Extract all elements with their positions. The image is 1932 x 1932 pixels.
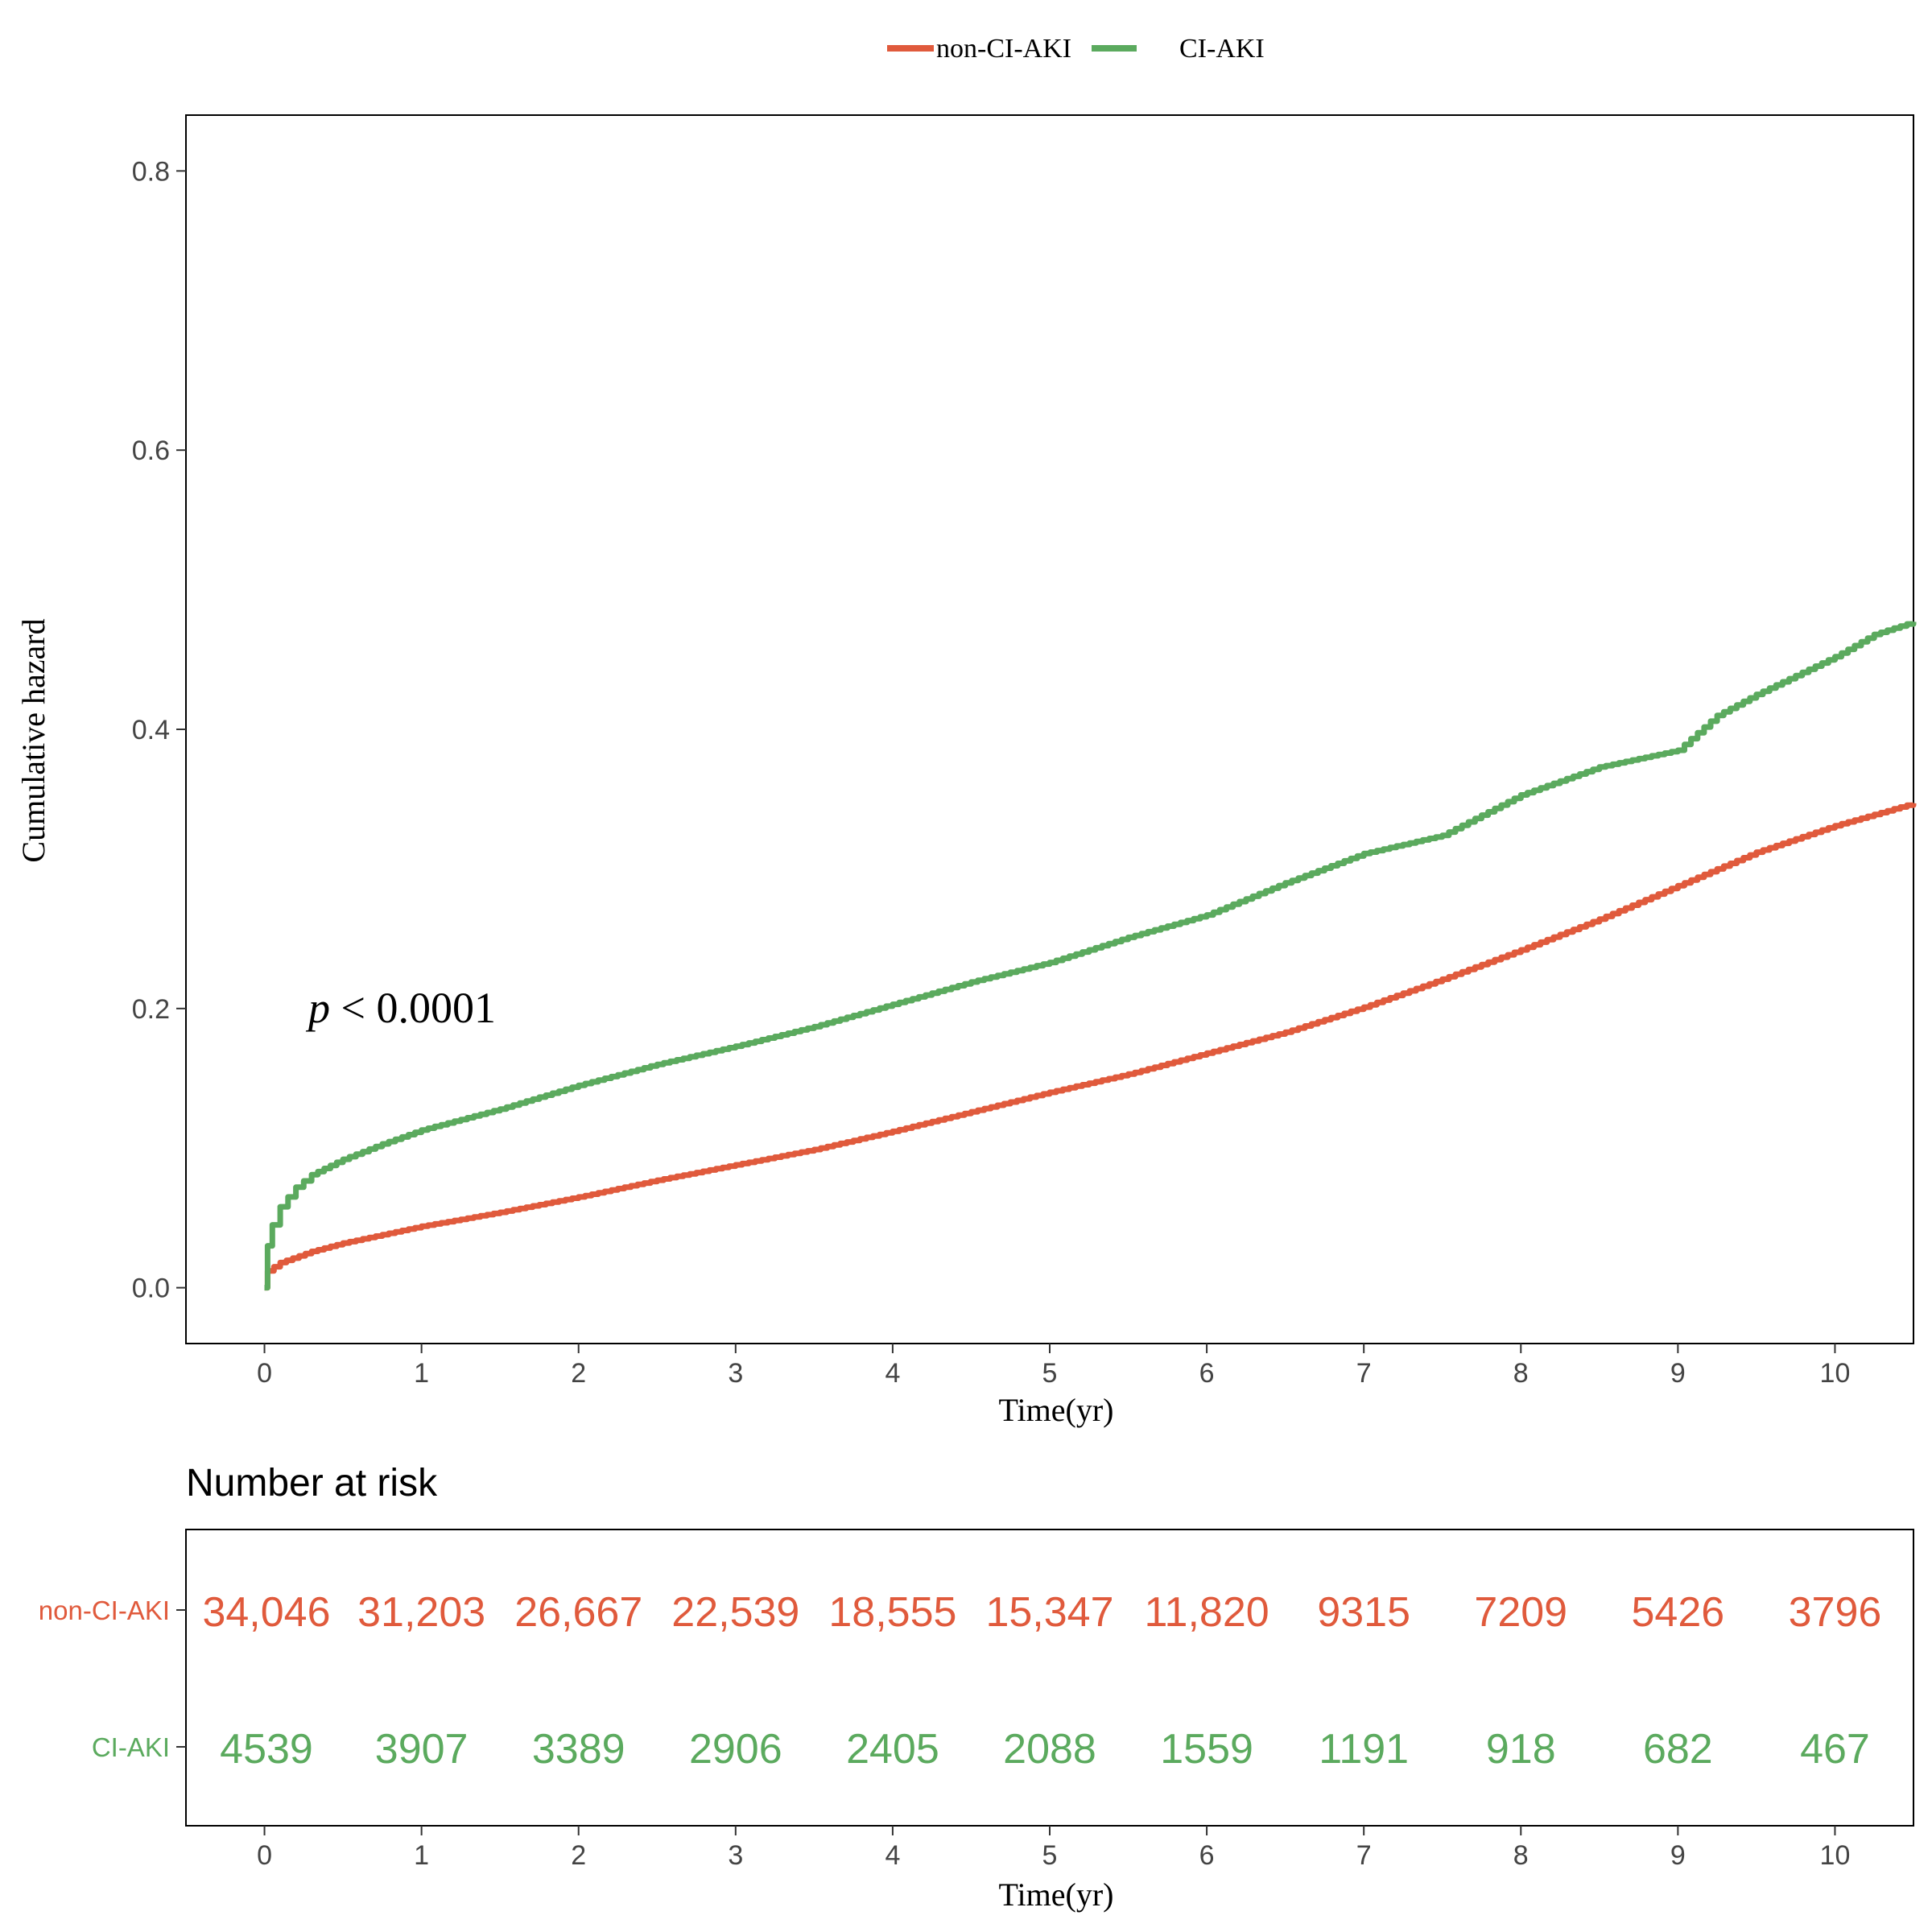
risk-x-tick-label: 7 — [1356, 1840, 1372, 1871]
p-value-text: < 0.0001 — [330, 984, 496, 1032]
risk-value-non-ci-aki: 26,667 — [514, 1589, 642, 1636]
y-tick-label: 0.6 — [132, 436, 170, 466]
y-axis: 0.0 0.2 0.4 0.6 0.8 — [132, 156, 186, 1304]
y-tick-label: 0.4 — [132, 715, 170, 745]
risk-value-non-ci-aki: 5426 — [1632, 1589, 1725, 1636]
risk-value-ci-aki: 467 — [1800, 1726, 1870, 1773]
x-tick-label: 9 — [1670, 1358, 1686, 1389]
x-tick-label: 2 — [571, 1358, 586, 1389]
risk-x-tick-label: 4 — [885, 1840, 900, 1871]
risk-value-ci-aki: 1191 — [1319, 1726, 1409, 1773]
hazard-curves — [264, 621, 1917, 1291]
risk-x-tick-label: 6 — [1199, 1840, 1215, 1871]
risk-table-title: Number at risk — [186, 1462, 438, 1505]
risk-value-non-ci-aki: 22,539 — [671, 1589, 799, 1636]
risk-value-ci-aki: 2906 — [689, 1726, 782, 1773]
x-tick-label: 3 — [728, 1358, 743, 1389]
risk-row-label-non-ci-aki: non-CI-AKI — [39, 1596, 170, 1625]
risk-table-panel — [185, 1529, 1914, 1827]
x-tick-label: 4 — [885, 1358, 900, 1389]
y-tick-label: 0.8 — [132, 156, 170, 187]
risk-table: non-CI-AKI 34,046 31,203 26,667 22,539 18,555… — [39, 1589, 1882, 1773]
risk-value-non-ci-aki: 11,820 — [1144, 1589, 1269, 1636]
legend-label-non-ci-aki: non-CI-AKI — [936, 34, 1071, 64]
y-tick-label: 0.0 — [132, 1274, 170, 1304]
risk-x-tick-label: 3 — [728, 1840, 743, 1871]
risk-value-non-ci-aki: 7209 — [1474, 1589, 1567, 1636]
risk-value-non-ci-aki: 18,555 — [828, 1589, 956, 1636]
plot-panel — [185, 114, 1914, 1344]
risk-value-ci-aki: 1559 — [1160, 1726, 1253, 1773]
risk-value-ci-aki: 2405 — [846, 1726, 939, 1773]
risk-value-non-ci-aki: 15,347 — [985, 1589, 1113, 1636]
risk-x-axis-title: Time(yr) — [999, 1876, 1114, 1913]
p-value-annotation: p < 0.0001 — [305, 984, 496, 1032]
risk-value-non-ci-aki: 34,046 — [202, 1589, 330, 1636]
x-tick-label: 5 — [1042, 1358, 1058, 1389]
risk-x-tick-label: 9 — [1670, 1840, 1686, 1871]
risk-x-tick-label: 1 — [414, 1840, 429, 1871]
risk-value-non-ci-aki: 9315 — [1317, 1589, 1410, 1636]
risk-value-ci-aki: 918 — [1486, 1726, 1556, 1773]
x-tick-label: 10 — [1820, 1358, 1851, 1389]
risk-value-ci-aki: 2088 — [1003, 1726, 1096, 1773]
risk-value-ci-aki: 682 — [1643, 1726, 1713, 1773]
risk-row-label-ci-aki: CI-AKI — [92, 1732, 170, 1762]
risk-x-tick-label: 10 — [1820, 1840, 1851, 1871]
x-axis: 0 1 2 3 4 5 6 7 8 9 10 — [257, 1344, 1850, 1389]
risk-x-tick-label: 8 — [1513, 1840, 1529, 1871]
y-tick-label: 0.2 — [132, 994, 170, 1025]
risk-value-non-ci-aki: 3796 — [1789, 1589, 1882, 1636]
x-tick-label: 7 — [1356, 1358, 1372, 1389]
y-axis-title: Cumulative hazard — [15, 618, 52, 862]
x-tick-label: 0 — [257, 1358, 272, 1389]
risk-value-ci-aki: 3389 — [532, 1726, 625, 1773]
legend: non-CI-AKI CI-AKI — [887, 34, 1265, 64]
x-tick-label: 8 — [1513, 1358, 1529, 1389]
x-axis-title: Time(yr) — [999, 1392, 1114, 1428]
risk-x-tick-label: 5 — [1042, 1840, 1058, 1871]
legend-label-ci-aki: CI-AKI — [1179, 34, 1265, 64]
series-line-ci-aki — [264, 621, 1917, 1291]
risk-value-non-ci-aki: 31,203 — [357, 1589, 485, 1636]
x-tick-label: 6 — [1199, 1358, 1215, 1389]
p-symbol: p — [305, 984, 330, 1032]
risk-x-axis: 0 1 2 3 4 5 6 7 8 9 10 — [257, 1826, 1850, 1871]
risk-x-tick-label: 2 — [571, 1840, 586, 1871]
risk-value-ci-aki: 4539 — [220, 1726, 313, 1773]
x-tick-label: 1 — [414, 1358, 429, 1389]
risk-value-ci-aki: 3907 — [375, 1726, 469, 1773]
risk-x-tick-label: 0 — [257, 1840, 272, 1871]
series-line-non-ci-aki — [264, 802, 1917, 1291]
